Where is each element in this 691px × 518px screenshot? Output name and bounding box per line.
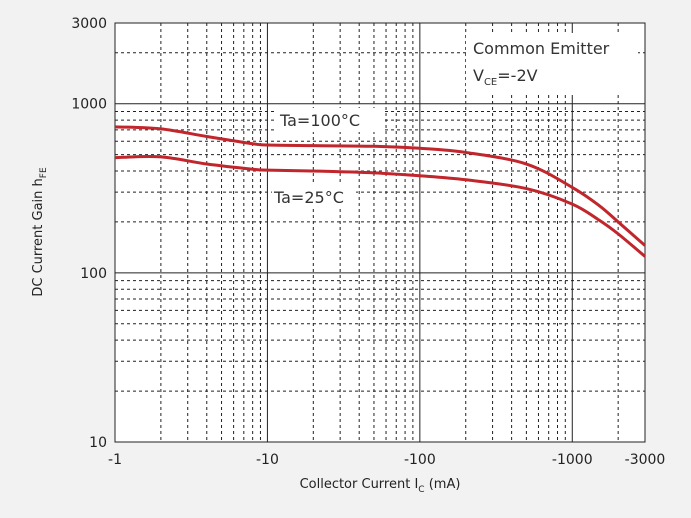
x-tick-label: -3000 xyxy=(625,452,666,468)
x-tick-label: -10 xyxy=(256,452,279,468)
series-line-ta-100c xyxy=(114,125,646,247)
y-tick-label: 100 xyxy=(80,266,107,282)
y-tick-label: 10 xyxy=(89,435,107,451)
x-tick-label: -100 xyxy=(404,452,436,468)
series-label-100c: Ta=100°C xyxy=(279,111,360,130)
x-axis-title: Collector Current IC (mA) xyxy=(300,477,461,495)
grid xyxy=(115,23,646,442)
plot-frame xyxy=(114,22,646,443)
y-tick-label: 3000 xyxy=(71,16,107,32)
y-axis-title: DC Current Gain hFE xyxy=(31,167,49,297)
label-100-background xyxy=(276,108,384,132)
conditions-line1: Common Emitter xyxy=(473,39,610,58)
series-line-ta-25c xyxy=(114,155,646,258)
tick-labels: -1 -10 -100 -1000 -3000 10 100 1000 3000 xyxy=(71,16,665,468)
series-layer xyxy=(114,125,646,258)
x-tick-label: -1000 xyxy=(552,452,593,468)
conditions-box: Common Emitter VCE=-2V xyxy=(466,33,638,95)
conditions-background xyxy=(466,33,638,95)
conditions-line2: VCE=-2V xyxy=(473,66,538,88)
label-25-background xyxy=(272,185,356,209)
y-tick-label: 1000 xyxy=(71,97,107,113)
x-tick-label: -1 xyxy=(108,452,122,468)
series-label-25c: Ta=25°C xyxy=(273,188,344,207)
